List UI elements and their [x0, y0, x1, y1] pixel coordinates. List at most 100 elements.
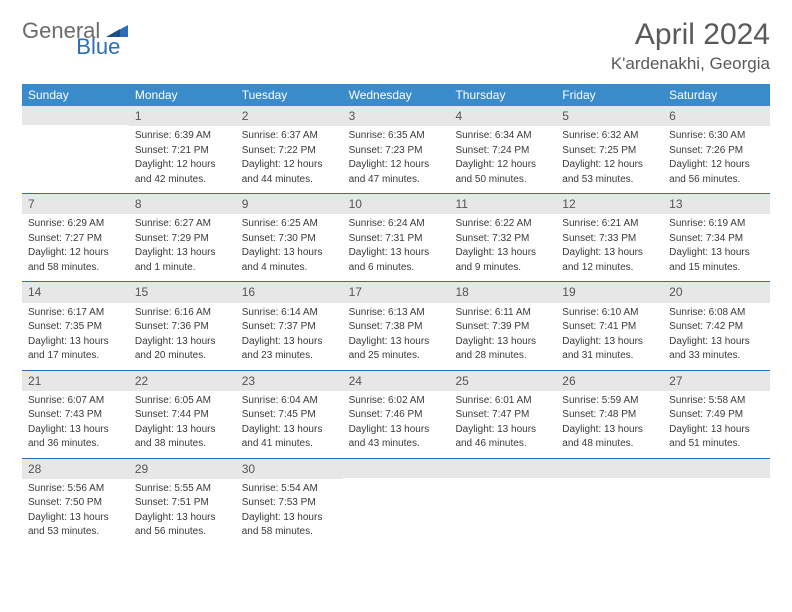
day-cell: 12Sunrise: 6:21 AMSunset: 7:33 PMDayligh…	[556, 194, 663, 281]
sunrise-text: Sunrise: 6:37 AM	[242, 129, 337, 143]
day-cell: 17Sunrise: 6:13 AMSunset: 7:38 PMDayligh…	[343, 282, 450, 369]
weekday-cell: Thursday	[449, 84, 556, 106]
sunrise-text: Sunrise: 5:55 AM	[135, 482, 230, 496]
sunset-text: Sunset: 7:26 PM	[669, 144, 764, 158]
sunset-text: Sunset: 7:29 PM	[135, 232, 230, 246]
day-cell: 27Sunrise: 5:58 AMSunset: 7:49 PMDayligh…	[663, 371, 770, 458]
sunset-text: Sunset: 7:35 PM	[28, 320, 123, 334]
day-cell: 14Sunrise: 6:17 AMSunset: 7:35 PMDayligh…	[22, 282, 129, 369]
daylight2-text: and 53 minutes.	[562, 173, 657, 187]
weekday-cell: Sunday	[22, 84, 129, 106]
day-number: 26	[556, 371, 663, 391]
sunrise-text: Sunrise: 6:27 AM	[135, 217, 230, 231]
sunset-text: Sunset: 7:24 PM	[455, 144, 550, 158]
empty-day-bar	[343, 459, 450, 478]
weekday-header-row: SundayMondayTuesdayWednesdayThursdayFrid…	[22, 84, 770, 106]
sunrise-text: Sunrise: 6:21 AM	[562, 217, 657, 231]
daylight1-text: Daylight: 13 hours	[242, 335, 337, 349]
day-number: 4	[449, 106, 556, 126]
daylight2-text: and 42 minutes.	[135, 173, 230, 187]
day-body: Sunrise: 6:21 AMSunset: 7:33 PMDaylight:…	[556, 214, 663, 281]
daylight2-text: and 46 minutes.	[455, 437, 550, 451]
daylight1-text: Daylight: 13 hours	[669, 335, 764, 349]
daylight2-text: and 58 minutes.	[28, 261, 123, 275]
day-body: Sunrise: 6:10 AMSunset: 7:41 PMDaylight:…	[556, 303, 663, 370]
day-cell: 22Sunrise: 6:05 AMSunset: 7:44 PMDayligh…	[129, 371, 236, 458]
day-cell: 30Sunrise: 5:54 AMSunset: 7:53 PMDayligh…	[236, 459, 343, 546]
sunrise-text: Sunrise: 6:14 AM	[242, 306, 337, 320]
daylight1-text: Daylight: 12 hours	[349, 158, 444, 172]
day-number: 3	[343, 106, 450, 126]
sunrise-text: Sunrise: 6:13 AM	[349, 306, 444, 320]
daylight2-text: and 56 minutes.	[669, 173, 764, 187]
sunrise-text: Sunrise: 6:10 AM	[562, 306, 657, 320]
sunset-text: Sunset: 7:44 PM	[135, 408, 230, 422]
day-number: 29	[129, 459, 236, 479]
day-number: 19	[556, 282, 663, 302]
daylight1-text: Daylight: 12 hours	[242, 158, 337, 172]
day-cell: 9Sunrise: 6:25 AMSunset: 7:30 PMDaylight…	[236, 194, 343, 281]
day-cell: 6Sunrise: 6:30 AMSunset: 7:26 PMDaylight…	[663, 106, 770, 193]
daylight1-text: Daylight: 13 hours	[669, 423, 764, 437]
day-cell: 13Sunrise: 6:19 AMSunset: 7:34 PMDayligh…	[663, 194, 770, 281]
sunrise-text: Sunrise: 6:29 AM	[28, 217, 123, 231]
daylight2-text: and 17 minutes.	[28, 349, 123, 363]
daylight1-text: Daylight: 12 hours	[562, 158, 657, 172]
daylight1-text: Daylight: 13 hours	[242, 511, 337, 525]
daylight2-text: and 12 minutes.	[562, 261, 657, 275]
sunset-text: Sunset: 7:50 PM	[28, 496, 123, 510]
sunrise-text: Sunrise: 6:01 AM	[455, 394, 550, 408]
sunrise-text: Sunrise: 6:16 AM	[135, 306, 230, 320]
day-cell: 20Sunrise: 6:08 AMSunset: 7:42 PMDayligh…	[663, 282, 770, 369]
daylight1-text: Daylight: 12 hours	[28, 246, 123, 260]
day-body: Sunrise: 6:05 AMSunset: 7:44 PMDaylight:…	[129, 391, 236, 458]
logo-text-blue: Blue	[76, 34, 120, 60]
day-body: Sunrise: 6:29 AMSunset: 7:27 PMDaylight:…	[22, 214, 129, 281]
day-cell: 24Sunrise: 6:02 AMSunset: 7:46 PMDayligh…	[343, 371, 450, 458]
daylight1-text: Daylight: 13 hours	[242, 423, 337, 437]
sunset-text: Sunset: 7:46 PM	[349, 408, 444, 422]
day-body: Sunrise: 6:11 AMSunset: 7:39 PMDaylight:…	[449, 303, 556, 370]
day-body: Sunrise: 6:13 AMSunset: 7:38 PMDaylight:…	[343, 303, 450, 370]
week-row: 14Sunrise: 6:17 AMSunset: 7:35 PMDayligh…	[22, 282, 770, 370]
daylight1-text: Daylight: 13 hours	[455, 246, 550, 260]
day-number: 12	[556, 194, 663, 214]
day-cell	[449, 459, 556, 546]
day-cell: 19Sunrise: 6:10 AMSunset: 7:41 PMDayligh…	[556, 282, 663, 369]
sunset-text: Sunset: 7:48 PM	[562, 408, 657, 422]
day-body: Sunrise: 6:02 AMSunset: 7:46 PMDaylight:…	[343, 391, 450, 458]
daylight1-text: Daylight: 13 hours	[135, 335, 230, 349]
sunrise-text: Sunrise: 6:25 AM	[242, 217, 337, 231]
daylight1-text: Daylight: 13 hours	[349, 246, 444, 260]
day-cell: 1Sunrise: 6:39 AMSunset: 7:21 PMDaylight…	[129, 106, 236, 193]
day-body: Sunrise: 6:25 AMSunset: 7:30 PMDaylight:…	[236, 214, 343, 281]
sunrise-text: Sunrise: 6:35 AM	[349, 129, 444, 143]
daylight2-text: and 47 minutes.	[349, 173, 444, 187]
empty-day-bar	[449, 459, 556, 478]
daylight2-text: and 20 minutes.	[135, 349, 230, 363]
sunset-text: Sunset: 7:36 PM	[135, 320, 230, 334]
sunset-text: Sunset: 7:21 PM	[135, 144, 230, 158]
day-number: 23	[236, 371, 343, 391]
daylight1-text: Daylight: 12 hours	[669, 158, 764, 172]
day-body: Sunrise: 6:24 AMSunset: 7:31 PMDaylight:…	[343, 214, 450, 281]
daylight2-text: and 9 minutes.	[455, 261, 550, 275]
daylight1-text: Daylight: 13 hours	[28, 511, 123, 525]
daylight2-text: and 36 minutes.	[28, 437, 123, 451]
day-cell: 16Sunrise: 6:14 AMSunset: 7:37 PMDayligh…	[236, 282, 343, 369]
weeks-container: 1Sunrise: 6:39 AMSunset: 7:21 PMDaylight…	[22, 106, 770, 546]
day-body: Sunrise: 6:04 AMSunset: 7:45 PMDaylight:…	[236, 391, 343, 458]
sunset-text: Sunset: 7:22 PM	[242, 144, 337, 158]
sunrise-text: Sunrise: 6:19 AM	[669, 217, 764, 231]
weekday-cell: Saturday	[663, 84, 770, 106]
day-number: 5	[556, 106, 663, 126]
day-body: Sunrise: 6:17 AMSunset: 7:35 PMDaylight:…	[22, 303, 129, 370]
sunrise-text: Sunrise: 6:22 AM	[455, 217, 550, 231]
sunset-text: Sunset: 7:38 PM	[349, 320, 444, 334]
daylight1-text: Daylight: 13 hours	[28, 423, 123, 437]
sunrise-text: Sunrise: 6:04 AM	[242, 394, 337, 408]
day-cell: 5Sunrise: 6:32 AMSunset: 7:25 PMDaylight…	[556, 106, 663, 193]
daylight2-text: and 51 minutes.	[669, 437, 764, 451]
daylight1-text: Daylight: 13 hours	[562, 246, 657, 260]
logo: General Blue	[22, 18, 154, 44]
